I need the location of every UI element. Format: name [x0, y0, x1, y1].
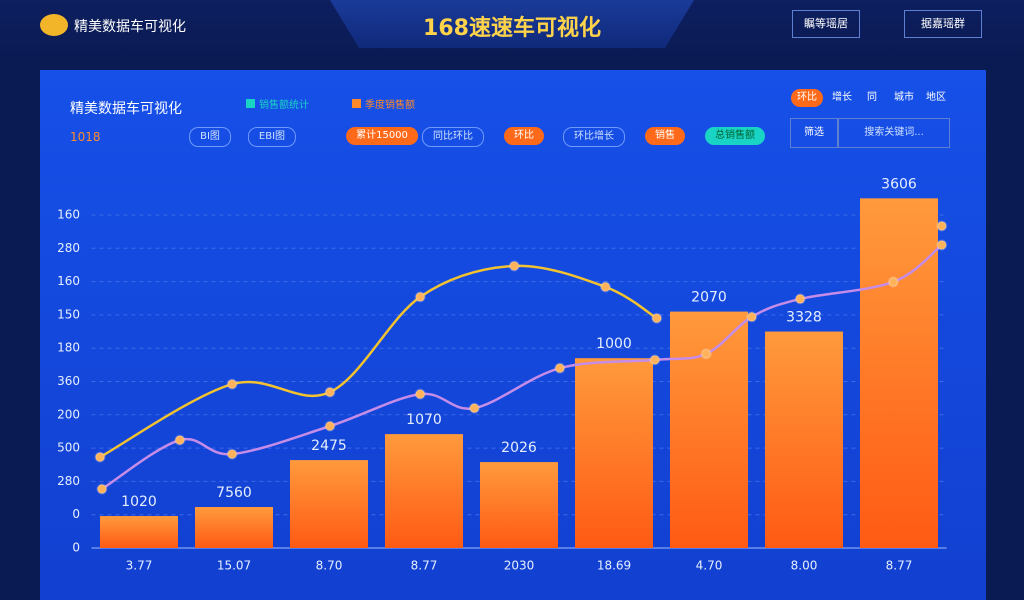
x-tick-label: 8.77	[886, 559, 913, 573]
y-tick-label: 280	[57, 241, 80, 255]
search-box[interactable]: 搜索关键词...	[838, 118, 950, 148]
bar-label: 7560	[216, 485, 252, 501]
y-tick-label: 160	[57, 208, 80, 222]
tag[interactable]: 地区	[926, 92, 946, 103]
line-point	[96, 483, 108, 495]
legend-swatch	[246, 99, 255, 108]
line-point	[508, 260, 520, 272]
line-point	[887, 276, 899, 288]
pill-button[interactable]: 环比增长	[563, 127, 625, 147]
legend-label: 销售额统计	[259, 100, 309, 111]
panel-title: 精美数据车可视化	[70, 101, 182, 117]
x-tick-label: 8.77	[411, 559, 438, 573]
line-point	[936, 220, 948, 232]
line-point	[94, 451, 106, 463]
bar	[670, 311, 748, 548]
line-point	[794, 293, 806, 305]
bar-label: 3328	[786, 310, 822, 326]
bar-label: 1000	[596, 336, 632, 352]
y-tick-label: 0	[72, 507, 80, 521]
bar	[575, 358, 653, 548]
logo-icon	[40, 14, 68, 36]
line-point	[651, 312, 663, 324]
pill-button[interactable]: 销售	[645, 127, 685, 145]
line-point	[414, 291, 426, 303]
title-tab	[330, 0, 694, 48]
line-point	[554, 362, 566, 374]
bar	[290, 460, 368, 548]
line-point	[324, 420, 336, 432]
line-point	[468, 402, 480, 414]
bar-label: 2070	[691, 290, 727, 306]
line-point	[936, 239, 948, 251]
logo-text: 精美数据车可视化	[74, 19, 186, 35]
filter-box[interactable]: 筛选	[790, 118, 838, 148]
x-tick-label: 2030	[504, 559, 535, 573]
x-tick-label: 3.77	[126, 559, 153, 573]
line-point	[324, 386, 336, 398]
x-tick-label: 18.69	[597, 559, 631, 573]
y-tick-label: 180	[57, 341, 80, 355]
legend-swatch	[352, 99, 361, 108]
bar-label: 2026	[501, 440, 537, 456]
pill-button[interactable]: EBI图	[247, 127, 297, 147]
pill-button[interactable]: 累计15000	[346, 127, 418, 145]
bar-label: 3606	[881, 176, 917, 192]
tag[interactable]: 环比	[791, 89, 823, 107]
line-point	[599, 281, 611, 293]
bar	[765, 331, 843, 548]
bar	[385, 434, 463, 548]
legend-label: 季度销售额	[365, 100, 415, 111]
line	[99, 264, 658, 459]
tag[interactable]: 同	[867, 92, 877, 103]
line-point	[700, 348, 712, 360]
x-tick-label: 15.07	[217, 559, 251, 573]
line-point	[174, 434, 186, 446]
pill-button[interactable]: BI图	[189, 127, 231, 147]
y-tick-label: 280	[57, 474, 80, 488]
line-point	[414, 388, 426, 400]
x-tick-label: 4.70	[696, 559, 723, 573]
x-tick-label: 8.70	[316, 559, 343, 573]
bar	[100, 516, 178, 548]
pill-button[interactable]: 同比环比	[422, 127, 484, 147]
pill-button[interactable]: 总销售额	[705, 127, 765, 145]
y-tick-label: 360	[57, 374, 80, 388]
header-button[interactable]: 据嘉瑶群	[904, 10, 982, 38]
y-tick-label: 150	[57, 307, 80, 321]
bar-label: 2475	[311, 438, 347, 454]
y-tick-label: 200	[57, 407, 80, 421]
bar-label: 1070	[406, 412, 442, 428]
bar-label: 1020	[121, 494, 157, 510]
panel-value: 1018	[70, 130, 101, 144]
bar	[480, 462, 558, 548]
y-tick-label: 160	[57, 274, 80, 288]
line-point	[746, 311, 758, 323]
y-tick-label: 500	[57, 441, 80, 455]
y-tick-label: 0	[72, 541, 80, 555]
x-tick-label: 8.00	[791, 559, 818, 573]
tag[interactable]: 城市	[894, 92, 914, 103]
line-point	[226, 448, 238, 460]
line-point	[649, 354, 661, 366]
header-button[interactable]: 瞩等瑶居	[792, 10, 860, 38]
line-point	[226, 378, 238, 390]
bar	[860, 198, 938, 548]
tag[interactable]: 增长	[832, 92, 852, 103]
pill-button[interactable]: 环比	[504, 127, 544, 145]
bar	[195, 507, 273, 548]
page-title: 168速速车可视化	[423, 16, 601, 41]
